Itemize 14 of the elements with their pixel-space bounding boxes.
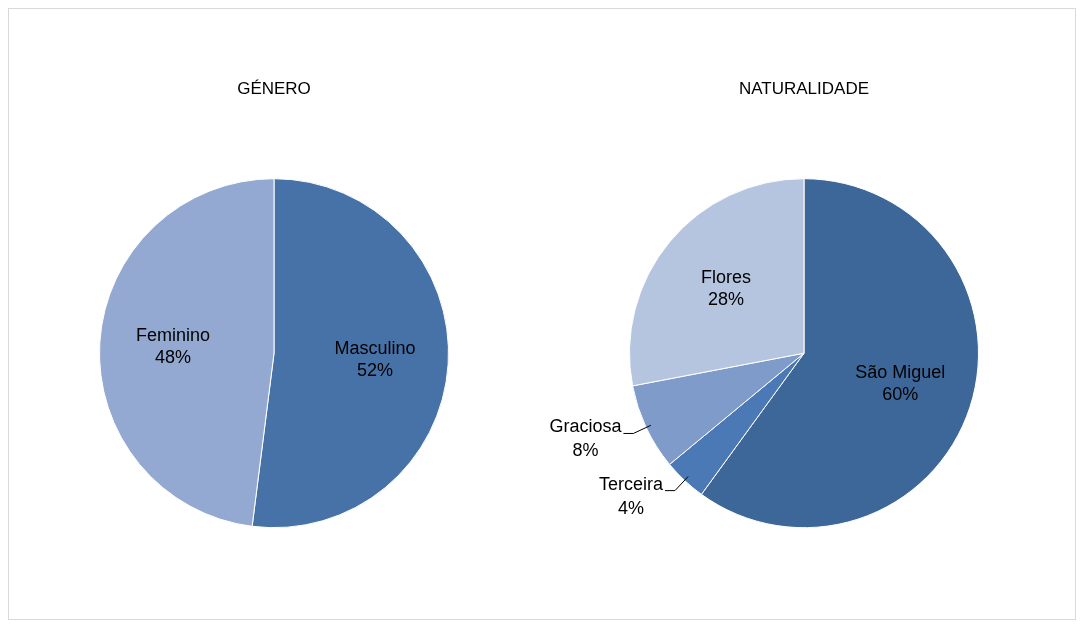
slice-label: Flores — [701, 266, 752, 287]
slice-label: Feminino — [135, 324, 211, 345]
data-label: 52% — [356, 359, 394, 380]
slice-label: São Miguel — [855, 362, 946, 383]
chart-title: GÉNERO — [237, 78, 311, 98]
chart-title: NATURALIDADE — [738, 78, 870, 98]
data-label: 48% — [154, 346, 192, 367]
data-label: 60% — [882, 384, 919, 405]
slice-label: Graciosa — [549, 416, 623, 437]
data-label: 4% — [617, 497, 644, 518]
slice-label: Masculino — [334, 337, 416, 358]
data-label: 28% — [708, 288, 745, 309]
data-label: 8% — [572, 440, 599, 461]
slice-label: Terceira — [598, 473, 664, 494]
